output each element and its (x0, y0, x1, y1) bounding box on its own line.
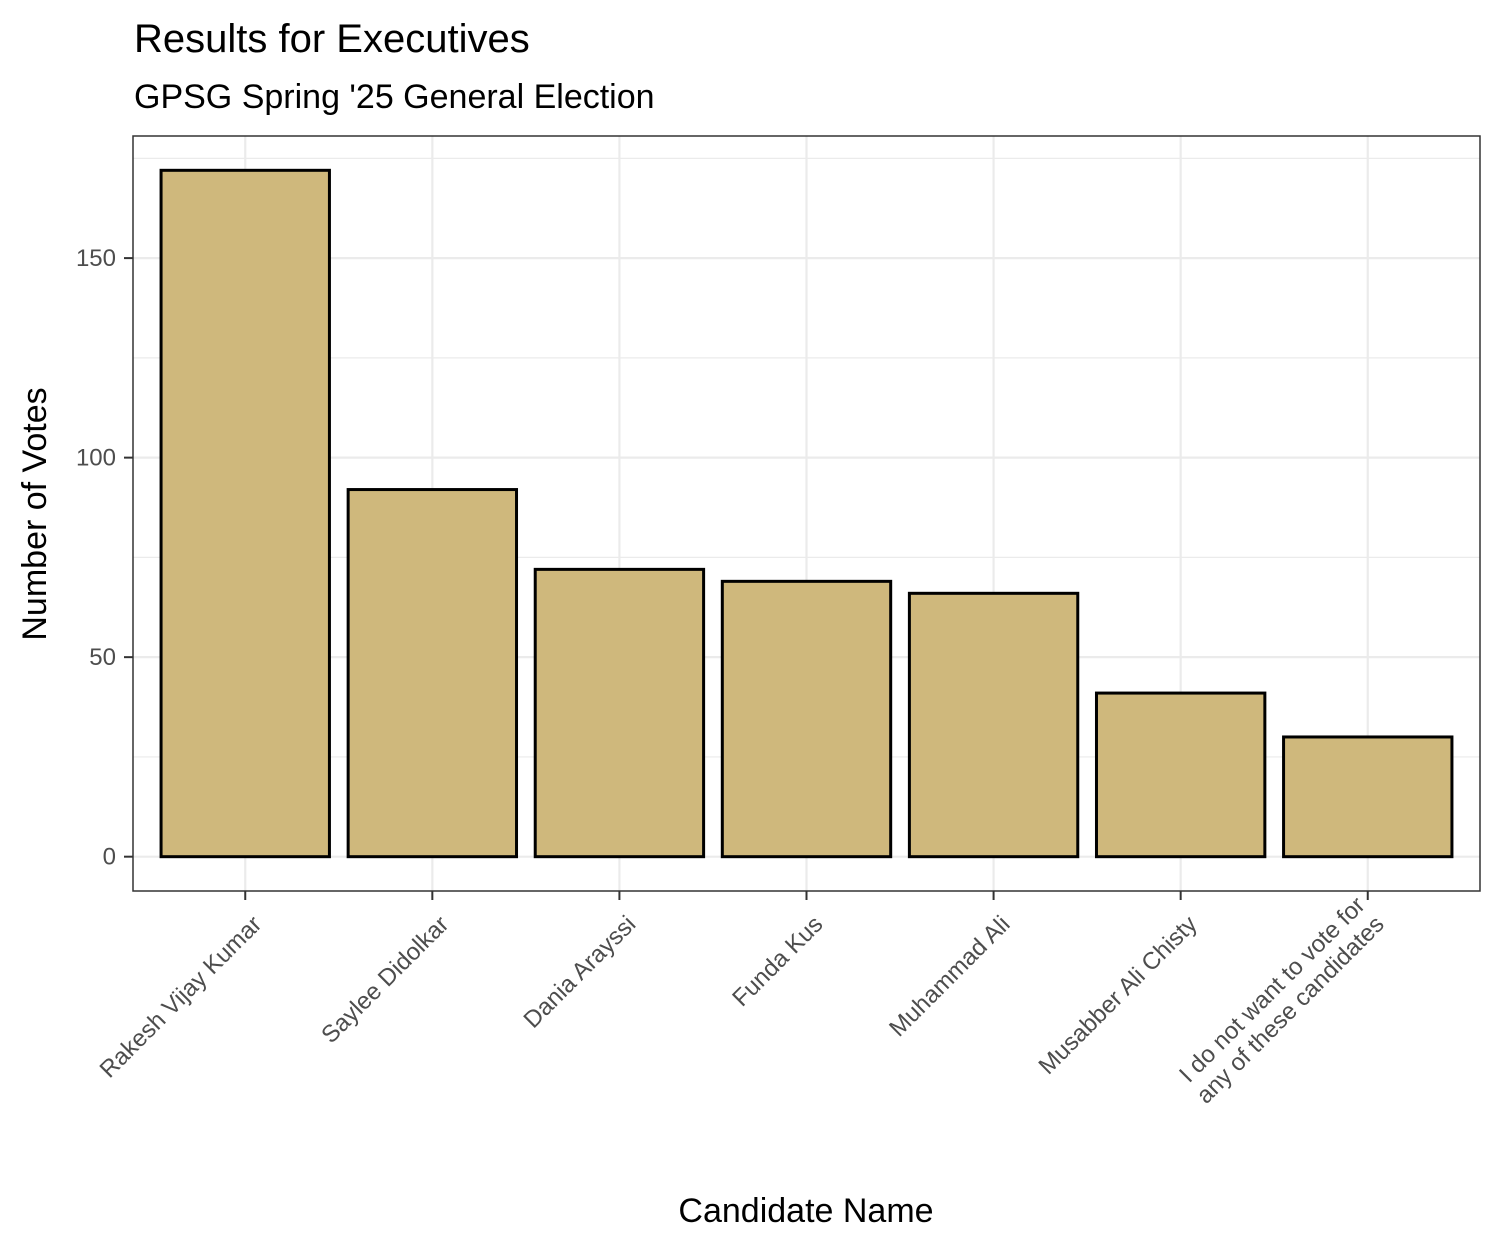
bar (720, 579, 893, 859)
x-tick-label: I do not want to vote forany of these ca… (1172, 892, 1389, 1109)
x-tick-label-line: Saylee Didolkar (316, 911, 454, 1049)
bar (346, 488, 519, 859)
x-tick-label-line: Dania Arayssi (518, 911, 641, 1034)
x-tick-label: Funda Kus (727, 911, 828, 1012)
bars (159, 168, 1454, 859)
y-tick-label: 50 (89, 644, 116, 671)
x-tick-label: Musabber Ali Chisty (1034, 911, 1203, 1080)
x-tick-label-line: Muhammad Ali (884, 911, 1015, 1042)
x-tick-label-line: I do not want to vote for (1174, 892, 1370, 1088)
x-axis-title: Candidate Name (678, 1192, 933, 1230)
y-axis-title: Number of Votes (16, 387, 54, 640)
y-tick-label: 0 (103, 844, 116, 871)
x-tick-label-line: Rakesh Vijay Kumar (95, 911, 268, 1084)
x-tick-label-line: Musabber Ali Chisty (1034, 911, 1203, 1080)
bar (1094, 691, 1267, 859)
y-tick-label: 100 (76, 445, 116, 472)
x-tick-label-line: Funda Kus (727, 911, 828, 1012)
x-tick-label: Rakesh Vijay Kumar (95, 911, 268, 1084)
chart-subtitle: GPSG Spring '25 General Election (134, 78, 655, 116)
x-axis: Rakesh Vijay Kumar Saylee Didolkar Dania A… (95, 891, 1390, 1109)
bar (159, 168, 331, 859)
x-tick-label: Saylee Didolkar (316, 911, 454, 1049)
bar (1282, 735, 1454, 859)
y-tick-label: 150 (76, 245, 116, 272)
bar (907, 591, 1080, 859)
x-tick-label: Muhammad Ali (884, 911, 1015, 1042)
x-tick-label-line: any of these candidates (1191, 911, 1389, 1109)
bar (533, 567, 706, 859)
chart-title: Results for Executives (134, 17, 530, 61)
y-axis: 0 50 100 150 (76, 245, 133, 871)
x-tick-label: Dania Arayssi (518, 911, 641, 1034)
